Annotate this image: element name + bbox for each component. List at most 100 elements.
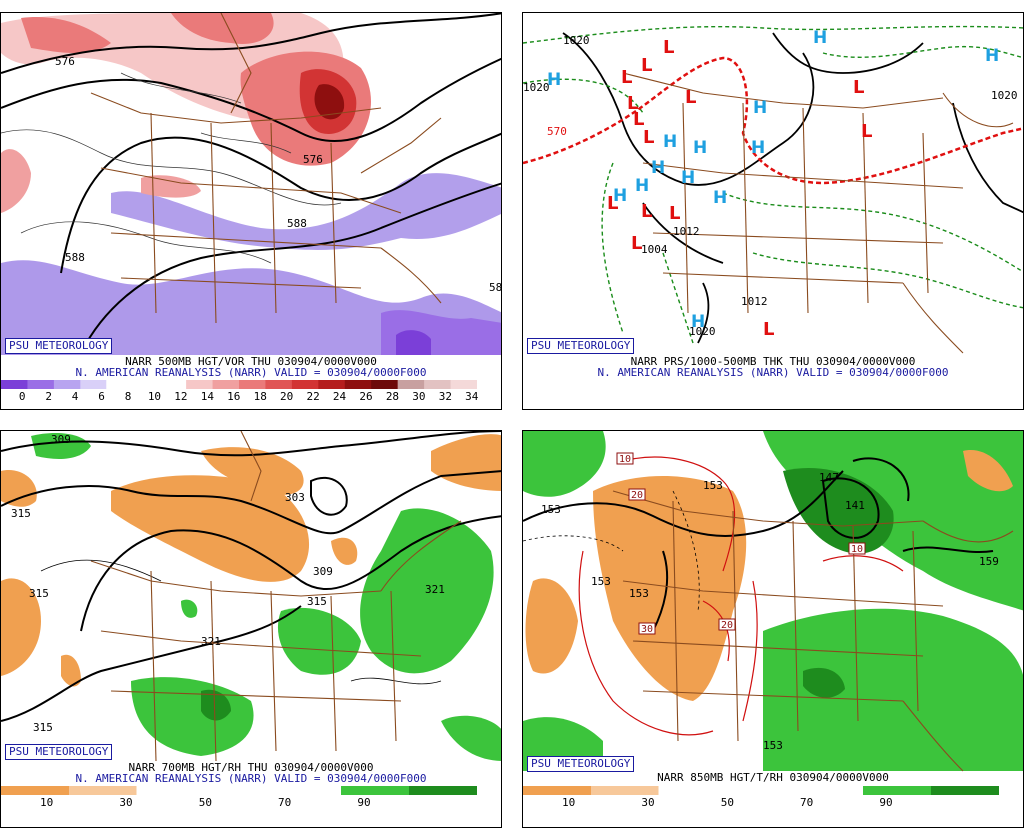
temp-label: 20 [631,490,643,501]
contour-label: 153 [541,503,561,516]
colorbar-tick-label: 30 [412,390,426,403]
psu-meteorology-badge: PSU METEOROLOGY [5,338,113,354]
low-pressure-symbol: L [621,67,632,88]
panel-caption: NARR 500MB HGT/VOR THU 030904/0000V000 [125,355,377,368]
high-pressure-symbol: H [663,132,677,152]
contour-label: 321 [201,635,221,648]
high-pressure-symbol: H [613,186,627,206]
colorbar-tick-label: 26 [359,390,373,403]
high-pressure-symbol: H [713,188,727,208]
high-pressure-symbol: H [651,158,665,178]
high-pressure-symbol: H [751,138,765,158]
colorbar-segment [344,380,372,389]
colorbar-tick-label: 28 [385,390,400,403]
contour-label: 315 [33,721,53,734]
temp-label: 30 [641,624,653,635]
low-pressure-symbol: L [631,233,642,254]
temp-label: 10 [619,454,631,465]
colorbar-tick-label: 50 [720,796,734,809]
colorbar-segment [69,786,138,795]
panel-700mb-rh: 309 315 303 309 315 315 321 321 315 PSU … [0,430,502,828]
contour-label: 159 [979,555,999,568]
low-pressure-symbol: L [669,203,680,224]
colorbar-segment [424,380,452,389]
low-pressure-symbol: L [607,193,618,214]
colorbar-segment [341,786,410,795]
colorbar-tick-label: 22 [306,390,320,403]
colorbar-segment [1,786,70,795]
contour-label: 309 [313,565,333,578]
contour-label: 570 [547,125,567,138]
temp-label: 20 [721,620,733,631]
high-pressure-symbol: H [547,70,561,90]
colorbar-segment [106,380,135,389]
colorbar-tick-label: 32 [438,390,452,403]
colorbar-segment [371,380,399,389]
colorbar-segment [450,380,477,389]
colorbar-tick-label: 90 [879,796,893,809]
colorbar-tick-label: 8 [124,390,132,403]
colorbar-segment [186,380,214,389]
colorbar-segment [136,786,206,795]
high-pressure-symbol: H [813,28,827,48]
colorbar-segment [1,380,28,389]
high-pressure-symbol: H [681,168,695,188]
colorbar-ticks: 10 30 50 70 90 [5,796,481,809]
panel-500mb-vorticity: 576 576 588 588 58 PSU METEOROLOGY NARR … [0,12,502,410]
high-pressure-symbol: H [985,46,999,66]
colorbar-tick-label: 12 [174,390,188,403]
contour-label: 1020 [563,34,590,47]
colorbar-segment [291,380,319,389]
contour-label: 315 [11,507,31,520]
panel-850mb-temp-rh: 10 20 10 30 20 153 153 153 153 147 141 1… [522,430,1024,828]
contour-label: 1004 [641,243,668,256]
low-pressure-symbol: L [633,109,644,130]
contour-label: 147 [819,471,839,484]
colorbar-segment [27,380,55,389]
contour-label: 1020 [689,325,716,338]
low-pressure-symbol: L [641,201,652,222]
colorbar-tick-label: 2 [45,390,52,403]
colorbar-segment [132,380,161,389]
colorbar-segment [397,380,425,389]
colorbar-segment [159,380,188,389]
low-pressure-symbol: L [861,121,872,142]
contour-label: 588 [287,217,307,230]
colorbar-segment [523,786,592,795]
contour-label: 153 [763,739,783,752]
contour-label: 1020 [523,81,550,94]
colorbar-segment [726,786,796,795]
psu-meteorology-badge: PSU METEOROLOGY [5,744,113,760]
temp-label: 10 [851,544,863,555]
colorbar-tick-label: 34 [465,390,479,403]
colorbar-tick-label: 10 [147,390,162,403]
contour-label: 315 [307,595,327,608]
map-850mb: 10 20 10 30 20 153 153 153 153 147 141 1… [523,431,1023,772]
colorbar-tick-label: 30 [641,796,655,809]
colorbar-tick-label: 6 [98,390,105,403]
psu-meteorology-badge: PSU METEOROLOGY [527,756,635,772]
colorbar-tick-label: 70 [800,796,814,809]
colorbar-tick-label: 20 [280,390,294,403]
colorbar-segment [212,380,240,389]
contour-label: 588 [65,251,85,264]
high-pressure-symbol: H [753,98,767,118]
panel-pressure-thickness: H H H H H H H H H H H H H L L L L L L L … [522,12,1024,410]
panel-caption-valid: N. AMERICAN REANALYSIS (NARR) VALID = 03… [75,772,427,785]
low-pressure-symbol: L [853,77,864,98]
low-pressure-symbol: L [685,87,696,108]
colorbar-segment [272,786,342,795]
contour-label: 576 [303,153,323,166]
colorbar-tick-label: 14 [200,390,214,403]
colorbar-segment [863,786,932,795]
low-pressure-symbol: L [643,127,654,148]
contour-label: 58 [489,281,502,294]
contour-label: 321 [425,583,445,596]
contour-label: 1020 [991,89,1018,102]
contour-label: 153 [703,479,723,492]
high-pressure-symbol: H [635,176,649,196]
colorbar-tick-label: 10 [562,796,576,809]
colorbar-segment [794,786,864,795]
colorbar-segment [658,786,728,795]
contour-label: 141 [845,499,865,512]
